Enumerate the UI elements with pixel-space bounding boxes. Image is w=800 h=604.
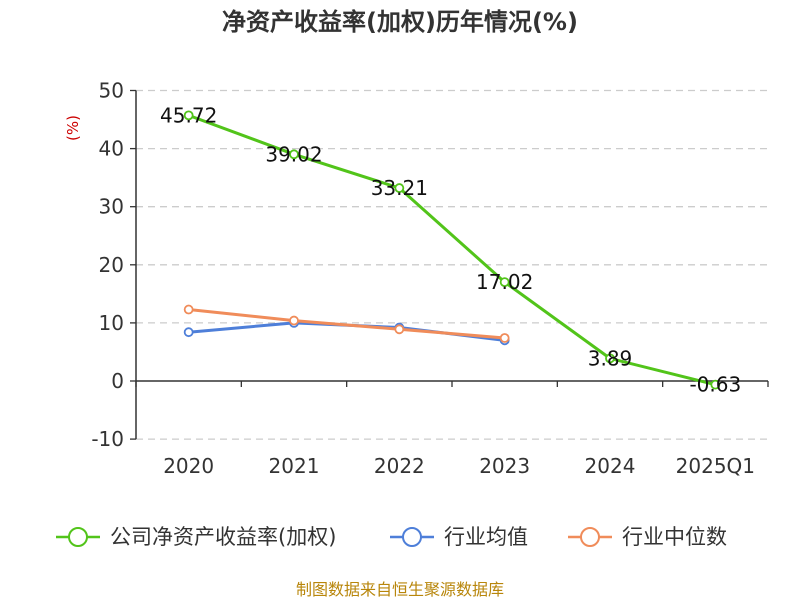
data-point[interactable] — [605, 353, 615, 364]
data-label: 39.02 — [265, 142, 322, 166]
data-label: 33.21 — [371, 176, 428, 200]
data-point[interactable] — [289, 315, 299, 326]
data-point[interactable] — [394, 183, 405, 193]
x-tick-label: 2022 — [374, 454, 425, 478]
x-tick-label: 2023 — [479, 454, 530, 478]
legend-swatch-marker — [402, 527, 422, 547]
legend-label: 公司净资产收益率(加权) — [110, 525, 336, 549]
legend[interactable]: 公司净资产收益率(加权) 行业均值 行业中位数 — [56, 525, 727, 549]
y-tick-label: 40 — [99, 137, 124, 161]
legend-label: 行业均值 — [444, 525, 528, 549]
legend-swatch-marker — [68, 527, 88, 547]
legend-item[interactable]: 行业均值 — [390, 525, 528, 549]
y-tick-label: 50 — [99, 79, 124, 103]
y-tick-label: 30 — [99, 195, 124, 219]
legend-label: 行业中位数 — [622, 525, 727, 549]
data-label-layer: 45.72 39.02 33.21 17.02 3.89 -0.63 — [160, 103, 741, 396]
series-layer — [183, 110, 721, 390]
data-point[interactable] — [183, 110, 194, 121]
data-point[interactable] — [183, 304, 194, 315]
legend-item[interactable]: 公司净资产收益率(加权) — [56, 525, 336, 549]
grid-layer — [136, 89, 768, 440]
data-point[interactable] — [499, 333, 510, 343]
data-label: 17.02 — [476, 270, 533, 294]
source-note: 制图数据来自恒生聚源数据库 — [296, 580, 504, 599]
data-label: 45.72 — [160, 103, 217, 127]
data-point[interactable] — [499, 277, 510, 288]
series-line — [188, 113, 716, 387]
legend-swatch-marker — [580, 527, 600, 547]
chart-title: 净资产收益率(加权)历年情况(%) — [222, 8, 578, 36]
series-line — [188, 308, 505, 340]
data-point[interactable] — [394, 324, 405, 335]
x-tick-label: 2024 — [585, 454, 636, 478]
legend-item[interactable]: 行业中位数 — [568, 525, 727, 549]
y-tick-label: 0 — [111, 369, 124, 393]
x-tick-label: 2020 — [163, 454, 214, 478]
x-tick-label: 2021 — [269, 454, 320, 478]
data-point[interactable] — [183, 327, 194, 338]
y-tick-label: 10 — [99, 311, 124, 335]
data-point[interactable] — [289, 149, 299, 160]
data-point[interactable] — [710, 379, 721, 390]
y-tick-label: -10 — [91, 427, 124, 451]
y-tick-label: 20 — [99, 253, 124, 277]
data-label: -0.63 — [689, 373, 741, 397]
y-axis-label: (%) — [64, 115, 82, 141]
x-tick-label: 2025Q1 — [676, 454, 755, 478]
axis-layer: 50 40 30 20 10 0 -10 2020 2021 2022 2023 2024 2025Q1 — [91, 79, 769, 478]
data-label: 3.89 — [588, 346, 633, 370]
